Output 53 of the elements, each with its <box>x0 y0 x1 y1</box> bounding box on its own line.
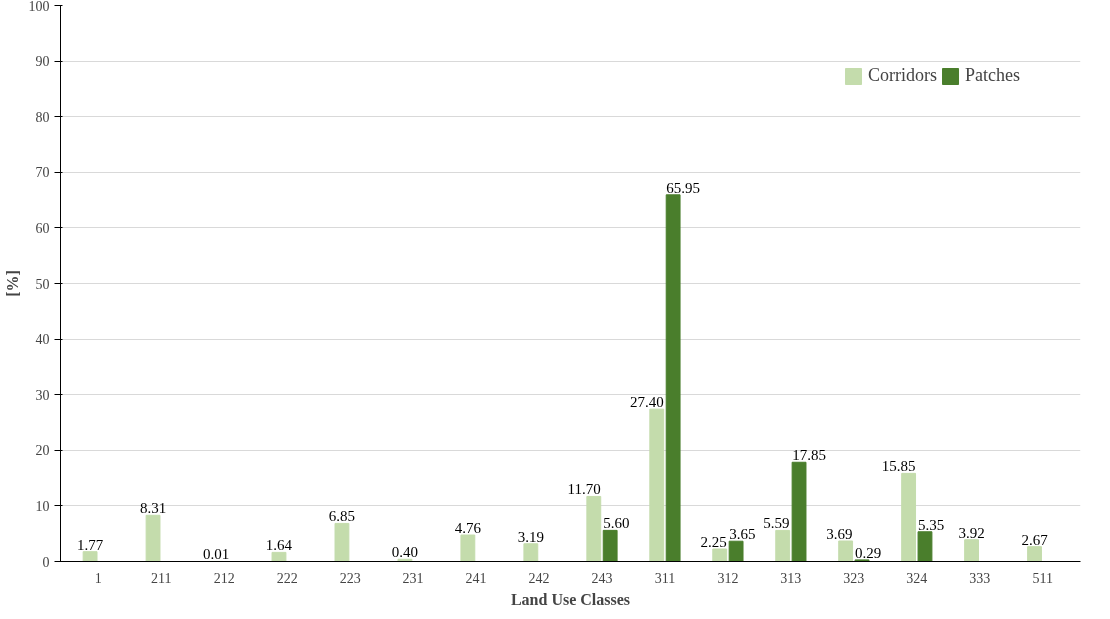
y-tick-label: 60 <box>35 220 50 236</box>
y-tick-label: 50 <box>35 276 50 292</box>
data-label: 5.35 <box>918 516 945 533</box>
y-tick-label: 100 <box>28 0 50 14</box>
data-label: 6.85 <box>328 508 356 525</box>
x-tick-label: 312 <box>717 570 739 586</box>
x-tick-label: 231 <box>402 570 424 586</box>
y-tick-label: 70 <box>35 165 50 181</box>
data-label: 0.01 <box>202 546 230 563</box>
x-tick-label: 222 <box>276 570 298 586</box>
data-label: 4.76 <box>454 520 482 537</box>
x-tick-label: 511 <box>1032 570 1053 586</box>
x-tick-label: 243 <box>591 570 613 586</box>
data-label: 2.25 <box>700 533 727 550</box>
x-tick-label: 1 <box>94 570 102 586</box>
data-label: 5.60 <box>603 515 630 532</box>
data-label: 17.85 <box>792 447 826 464</box>
data-label: 65.95 <box>666 179 700 196</box>
x-tick-label: 313 <box>780 570 802 586</box>
y-axis-title: [%] <box>3 270 21 297</box>
x-tick-label: 242 <box>528 570 550 586</box>
data-label: 3.92 <box>958 524 985 541</box>
data-label: 1.77 <box>76 536 104 553</box>
legend-label: Patches <box>965 65 1020 86</box>
x-tick-label: 333 <box>969 570 991 586</box>
x-tick-label: 324 <box>906 570 928 586</box>
data-label: 11.70 <box>567 481 601 498</box>
data-label: 3.69 <box>826 525 853 542</box>
data-label: 8.31 <box>139 500 167 517</box>
x-tick-label: 241 <box>465 570 487 586</box>
data-label: 27.40 <box>629 394 664 411</box>
data-label: 0.40 <box>391 544 419 561</box>
x-tick-label: 311 <box>654 570 676 586</box>
data-label: 3.65 <box>729 526 756 543</box>
y-tick-label: 20 <box>35 443 50 459</box>
x-tick-label: 211 <box>151 570 172 586</box>
data-label: 5.59 <box>763 515 790 532</box>
y-tick-label: 30 <box>35 387 50 403</box>
y-tick-label: 10 <box>35 498 50 514</box>
data-label: 2.67 <box>1021 531 1049 548</box>
legend-label: Corridors <box>868 65 938 86</box>
data-label: 1.64 <box>265 537 293 554</box>
data-label: 3.19 <box>517 528 544 545</box>
y-tick-label: 80 <box>35 109 50 125</box>
x-tick-label: 323 <box>843 570 865 586</box>
x-axis-title: Land Use Classes <box>510 590 631 608</box>
x-tick-label: 212 <box>213 570 235 586</box>
data-label: 0.29 <box>855 544 882 561</box>
y-tick-label: 40 <box>35 332 50 348</box>
y-tick-label: 90 <box>35 54 50 70</box>
data-label: 15.85 <box>881 458 916 475</box>
y-tick-label: 0 <box>42 554 50 570</box>
x-tick-label: 223 <box>339 570 361 586</box>
